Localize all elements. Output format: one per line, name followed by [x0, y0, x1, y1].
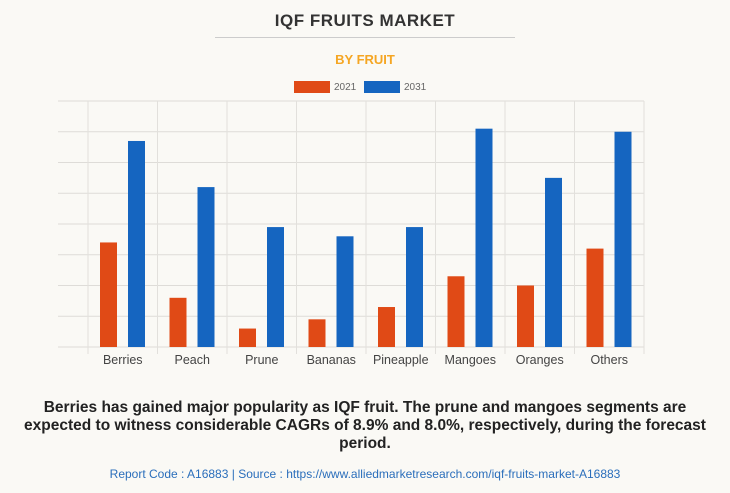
title-divider	[215, 37, 515, 38]
bar-2021-oranges	[517, 285, 534, 347]
x-tick-label: Pineapple	[373, 353, 429, 367]
bar-2031-peach	[197, 187, 215, 347]
bar-2021-berries	[100, 242, 117, 347]
x-tick-label: Prune	[245, 353, 278, 367]
legend-label: 2021	[334, 81, 357, 93]
bar-chart: Berries Peach Prune Bananas Pineapple Mangoes…	[58, 100, 645, 367]
legend-label: 2031	[404, 81, 427, 93]
bar-2021-prune	[239, 328, 256, 347]
bar-2031-others	[614, 131, 632, 347]
source-footer[interactable]: Report Code : A16883 | Source : https://…	[109, 467, 621, 481]
x-tick-label: Peach	[175, 353, 210, 367]
bar-2021-peach	[169, 297, 187, 347]
bar-2031-bananas	[336, 236, 354, 347]
x-tick-label: Oranges	[516, 353, 564, 367]
legend-item-2031[interactable]: 2031	[364, 81, 426, 93]
bar-2031-mangoes	[475, 128, 493, 347]
chart-subtitle: BY FRUIT	[335, 52, 395, 67]
bar-2021-mangoes	[447, 276, 465, 347]
bar-2021-pineapple	[378, 307, 395, 347]
bar-2031-berries	[128, 140, 145, 347]
x-tick-label: Bananas	[307, 353, 356, 367]
bar-2031-pineapple	[406, 227, 423, 347]
chart-title: IQF FRUITS MARKET	[274, 11, 456, 30]
legend-swatch	[364, 81, 400, 93]
x-tick-label: Berries	[103, 353, 143, 367]
bar-2021-bananas	[308, 319, 326, 347]
bar-2031-oranges	[545, 177, 562, 347]
legend-swatch	[294, 81, 330, 93]
legend-item-2021[interactable]: 2021	[294, 81, 356, 93]
bar-2021-others	[586, 248, 604, 347]
x-tick-label: Others	[590, 353, 628, 367]
x-tick-label: Mangoes	[445, 353, 496, 367]
description-text: Berries has gained major popularity as I…	[24, 399, 706, 452]
bar-2031-prune	[267, 227, 284, 347]
